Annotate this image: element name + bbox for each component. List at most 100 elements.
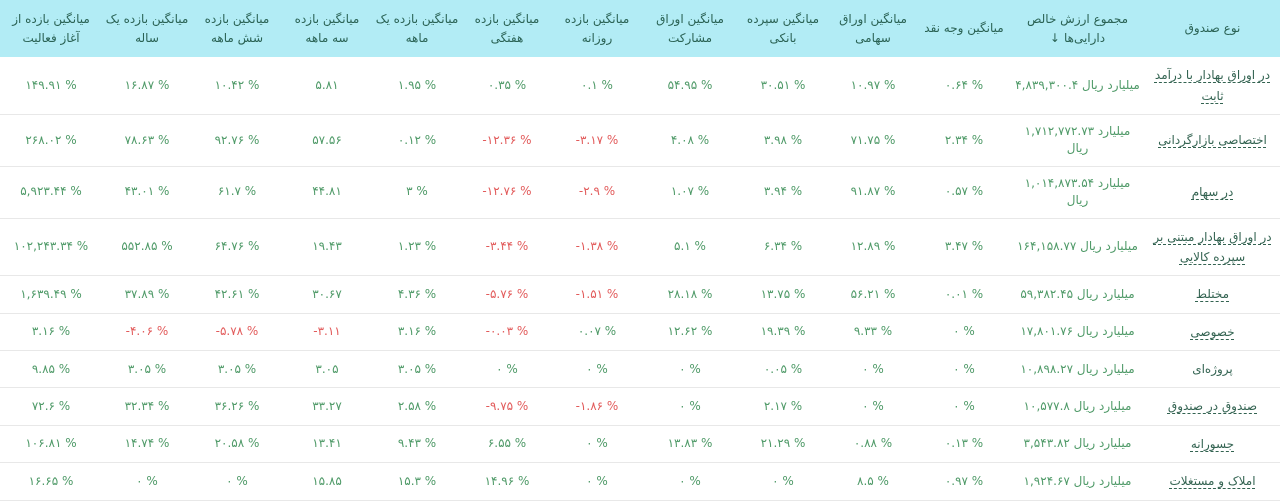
cell-name: اختصاصی بازارگردانی (1145, 114, 1280, 167)
cell-stock: ۰ % (828, 387, 918, 426)
cell-stock: ۰.۸۸ % (828, 425, 918, 464)
column-label: میانگین بازده یک ماهه (375, 12, 459, 45)
column-header-nav[interactable]: مجموع ارزش خالص دارایی‌ها↓ (1010, 0, 1145, 58)
column-label: میانگین بازده یک ساله (105, 12, 189, 45)
cell-daily: ۰ % (552, 425, 642, 464)
cell-m1: ۱.۲۳ % (372, 218, 462, 277)
cell-m1: ۳.۰۵ % (372, 350, 462, 389)
column-header-avg-bank-deposit[interactable]: میانگین سپرده بانکی (738, 0, 828, 58)
cell-nav: ۱۶۴,۱۵۸.۷۷ میلیارد ریال (1010, 218, 1145, 277)
cell-m3: ۵۷.۵۶ (282, 114, 372, 167)
cell-stock: ۷۱.۷۵ % (828, 114, 918, 167)
cell-m3: ۳.۰۵ (282, 350, 372, 389)
cell-bond: ۱۳.۸۳ % (642, 425, 738, 464)
cell-inception: ۱۶.۶۵ % (0, 462, 102, 501)
fund-type-link[interactable]: در سهام (1191, 184, 1234, 199)
column-header-1month-return[interactable]: میانگین بازده یک ماهه (372, 0, 462, 58)
cell-m3: ۵.۸۱ (282, 57, 372, 115)
cell-y1: ۳۷.۸۹ % (102, 275, 192, 314)
cell-y1: ۱۴.۷۴ % (102, 425, 192, 464)
cell-stock: ۹۱.۸۷ % (828, 166, 918, 219)
cell-name: پروژه‌ای (1145, 350, 1280, 389)
sort-descending-icon[interactable]: ↓ (1049, 30, 1060, 45)
cell-cash: ۳.۴۷ % (918, 218, 1010, 277)
cell-bond: ۲۸.۱۸ % (642, 275, 738, 314)
fund-type-link: پروژه‌ای (1192, 362, 1233, 377)
column-header-1year-return[interactable]: میانگین بازده یک ساله (102, 0, 192, 58)
cell-m6: ۱۰.۴۲ % (192, 57, 282, 115)
cell-m6: ۲۰.۵۸ % (192, 425, 282, 464)
cell-nav: ۱,۹۲۴.۶۷ میلیارد ریال (1010, 462, 1145, 501)
cell-inception: ۵,۹۲۳.۴۴ % (0, 166, 102, 219)
cell-m6: ۶۴.۷۶ % (192, 218, 282, 277)
column-header-inception-return[interactable]: میانگین بازده از آغاز فعالیت (0, 0, 102, 58)
cell-daily: ۰.۰۷ % (552, 313, 642, 352)
cell-m3: ۳۳.۲۷ (282, 387, 372, 426)
cell-y1: ۷۸.۶۳ % (102, 114, 192, 167)
cell-bank: ۳۰.۵۱ % (738, 57, 828, 115)
cell-bank: ۰.۰۵ % (738, 350, 828, 389)
cell-m6: -۵.۷۸ % (192, 313, 282, 352)
cell-bond: ۵۴.۹۵ % (642, 57, 738, 115)
column-label: میانگین اوراق مشارکت (656, 12, 724, 45)
column-label: میانگین بازده شش ماهه (204, 12, 270, 45)
column-header-fund-type[interactable]: نوع صندوق (1145, 0, 1280, 58)
column-header-weekly-return[interactable]: میانگین بازده هفتگی (462, 0, 552, 58)
fund-type-link[interactable]: اختصاصی بازارگردانی (1158, 133, 1267, 148)
cell-daily: -۳.۱۷ % (552, 114, 642, 167)
fund-row: در اوراق بهادار مبتنی بر سپرده کالایی ۱۶۴… (0, 218, 1280, 277)
table-header: نوع صندوق مجموع ارزش خالص دارایی‌ها↓ میا… (0, 0, 1280, 58)
fund-row: مختلط ۵۹,۳۸۲.۴۵ میلیارد ریال ۰.۰۱ % ۵۶.۲۱ %… (0, 275, 1280, 314)
cell-weekly: -۱۲.۳۶ % (462, 114, 552, 167)
column-header-6month-return[interactable]: میانگین بازده شش ماهه (192, 0, 282, 58)
column-header-avg-bonds[interactable]: میانگین اوراق مشارکت (642, 0, 738, 58)
fund-type-link[interactable]: در اوراق بهادار با درآمد ثابت (1154, 68, 1271, 103)
column-header-avg-cash[interactable]: میانگین وجه نقد (918, 0, 1010, 58)
fund-row: خصوصی ۱۷,۸۰۱.۷۶ میلیارد ریال ۰ % ۹.۳۳ % ۱۹.۳… (0, 313, 1280, 352)
cell-weekly: -۰.۰۳ % (462, 313, 552, 352)
cell-bank: ۲.۱۷ % (738, 387, 828, 426)
cell-m6: ۹۲.۷۶ % (192, 114, 282, 167)
cell-y1: ۳۲.۳۴ % (102, 387, 192, 426)
cell-cash: ۰ % (918, 350, 1010, 389)
column-header-daily-return[interactable]: میانگین بازده روزانه (552, 0, 642, 58)
column-label: میانگین بازده هفتگی (474, 12, 540, 45)
cell-name: در اوراق بهادار با درآمد ثابت (1145, 57, 1280, 115)
fund-type-link[interactable]: مختلط (1195, 287, 1230, 302)
column-header-3month-return[interactable]: میانگین بازده سه ماهه (282, 0, 372, 58)
cell-stock: ۹.۳۳ % (828, 313, 918, 352)
cell-cash: ۰.۶۴ % (918, 57, 1010, 115)
cell-stock: ۰ % (828, 350, 918, 389)
cell-y1: ۰ % (102, 462, 192, 501)
cell-inception: ۱۰۶.۸۱ % (0, 425, 102, 464)
cell-name: مختلط (1145, 275, 1280, 314)
cell-name: خصوصی (1145, 313, 1280, 352)
cell-m1: ۰.۱۲ % (372, 114, 462, 167)
cell-weekly: ۶.۵۵ % (462, 425, 552, 464)
cell-cash: ۰.۱۳ % (918, 425, 1010, 464)
fund-type-link[interactable]: املاک و مستغلات (1169, 474, 1256, 489)
cell-daily: ۰ % (552, 350, 642, 389)
fund-type-link[interactable]: خصوصی (1190, 324, 1235, 339)
cell-inception: ۱,۶۳۹.۴۹ % (0, 275, 102, 314)
cell-bank: ۶.۳۴ % (738, 218, 828, 277)
cell-bank: ۳.۹۴ % (738, 166, 828, 219)
fund-type-link[interactable]: صندوق در صندوق (1167, 399, 1258, 414)
cell-bond: ۱۲.۶۲ % (642, 313, 738, 352)
cell-weekly: -۱۲.۷۶ % (462, 166, 552, 219)
cell-m1: ۲.۵۸ % (372, 387, 462, 426)
cell-daily: ۰ % (552, 462, 642, 501)
cell-nav: ۱۰,۵۷۷.۸ میلیارد ریال (1010, 387, 1145, 426)
cell-inception: ۱۰۲,۲۴۳.۳۴ % (0, 218, 102, 277)
column-label: میانگین بازده سه ماهه (294, 12, 360, 45)
cell-cash: ۰.۰۱ % (918, 275, 1010, 314)
cell-bond: ۰ % (642, 387, 738, 426)
fund-type-link[interactable]: در اوراق بهادار مبتنی بر سپرده کالایی (1153, 229, 1272, 264)
fund-type-link[interactable]: جسورانه (1190, 436, 1235, 451)
fund-row: اختصاصی بازارگردانی ۱,۷۱۲,۷۷۲.۷۳ میلیارد … (0, 114, 1280, 167)
cell-name: جسورانه (1145, 425, 1280, 464)
cell-inception: ۹.۸۵ % (0, 350, 102, 389)
cell-m6: ۶۱.۷ % (192, 166, 282, 219)
cell-weekly: ۰.۳۵ % (462, 57, 552, 115)
column-header-avg-stock[interactable]: میانگین اوراق سهامی (828, 0, 918, 58)
